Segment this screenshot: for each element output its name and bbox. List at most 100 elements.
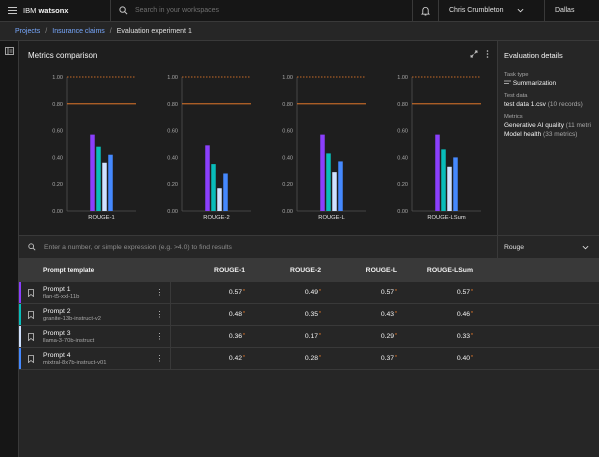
cell-rouge-2: 0.49* — [247, 289, 323, 296]
y-tick-label: 0.20 — [282, 182, 293, 188]
cell-value: 0.36 — [228, 333, 243, 340]
bar — [453, 157, 458, 211]
table-row[interactable]: Prompt 3 llama-3-70b-instruct ⋮ 0.36* 0.1… — [19, 325, 599, 348]
metric-2-count: (33 metrics) — [543, 131, 578, 138]
cell-value: 0.57 — [456, 289, 471, 296]
task-type-text: Summarization — [512, 80, 557, 87]
cell-value: 0.42 — [228, 355, 243, 362]
cell-rouge-lsum: 0.46* — [399, 311, 475, 318]
overflow-menu-icon[interactable]: ⋮ — [149, 281, 171, 304]
table-row[interactable]: Prompt 2 granite-13b-instruct-v2 ⋮ 0.48* … — [19, 303, 599, 326]
cell-rouge-l: 0.43* — [323, 311, 399, 318]
bar — [223, 173, 228, 211]
threshold-marker: * — [395, 289, 397, 295]
cell-value: 0.29 — [380, 333, 395, 340]
column-header-rouge-2[interactable]: ROUGE-2 — [290, 266, 321, 274]
results-filter-input[interactable]: Enter a number, or simple expression (e.… — [19, 235, 497, 258]
bar — [326, 153, 331, 211]
cell-rouge-lsum: 0.33* — [399, 333, 475, 340]
column-header-rouge-lsum[interactable]: ROUGE-LSum — [426, 266, 473, 274]
cell-rouge-l: 0.29* — [323, 333, 399, 340]
cell-value: 0.43 — [380, 311, 395, 318]
metric-genai: Generative AI quality (11 metri — [504, 122, 599, 129]
overflow-menu-icon[interactable]: ⋮ — [149, 303, 171, 326]
hamburger-icon[interactable] — [8, 7, 17, 14]
y-tick-label: 1.00 — [282, 75, 293, 81]
breadcrumb-insurance-claims[interactable]: Insurance claims — [52, 27, 105, 35]
x-tick-label: ROUGE-2 — [203, 215, 229, 221]
y-tick-label: 0.00 — [397, 209, 408, 215]
cell-value: 0.17 — [304, 333, 319, 340]
metrics-label: Metrics — [504, 114, 523, 120]
column-header-rouge-1[interactable]: ROUGE-1 — [214, 266, 245, 274]
bookmark-icon[interactable] — [28, 310, 34, 319]
global-search[interactable]: Search in your workspaces — [110, 0, 412, 22]
threshold-marker: * — [243, 311, 245, 317]
table-row[interactable]: Prompt 4 mixtral-8x7b-instruct-v01 ⋮ 0.42… — [19, 347, 599, 370]
region-switcher[interactable]: Dallas — [544, 0, 599, 22]
threshold-marker: * — [471, 289, 473, 295]
prompt-name: Prompt 2 — [43, 307, 71, 315]
table-row[interactable]: Prompt 1 flan-t5-xxl-11b ⋮ 0.57* 0.49* 0.… — [19, 281, 599, 304]
y-tick-label: 0.20 — [52, 182, 63, 188]
y-tick-label: 0.80 — [282, 102, 293, 108]
cell-rouge-lsum: 0.57* — [399, 289, 475, 296]
threshold-marker: * — [243, 355, 245, 361]
cell-rouge-lsum: 0.40* — [399, 355, 475, 362]
y-tick-label: 0.20 — [397, 182, 408, 188]
maximize-icon[interactable] — [470, 50, 478, 58]
y-tick-label: 0.40 — [397, 155, 408, 161]
chevron-down-icon — [582, 245, 589, 249]
cell-rouge-1: 0.36* — [171, 333, 247, 340]
y-tick-label: 0.40 — [282, 155, 293, 161]
brand[interactable]: IBM watsonx — [0, 6, 110, 15]
cell-rouge-2: 0.28* — [247, 355, 323, 362]
region-name: Dallas — [555, 7, 575, 14]
threshold-marker: * — [319, 311, 321, 317]
threshold-marker: * — [243, 333, 245, 339]
cell-value: 0.37 — [380, 355, 395, 362]
account-switcher[interactable]: Chris Crumbleton — [438, 0, 544, 22]
details-title: Evaluation details — [504, 51, 563, 60]
prompt-name: Prompt 3 — [43, 329, 71, 337]
bookmark-icon[interactable] — [28, 354, 34, 363]
row-color-marker — [19, 326, 21, 347]
bar — [90, 134, 95, 211]
cell-value: 0.40 — [456, 355, 471, 362]
y-tick-label: 0.00 — [52, 209, 63, 215]
notifications-button[interactable] — [412, 0, 438, 22]
cell-value: 0.49 — [304, 289, 319, 296]
y-tick-label: 0.60 — [397, 129, 408, 135]
y-tick-label: 0.40 — [167, 155, 178, 161]
sidebar-toggle-icon[interactable] — [5, 47, 14, 55]
cell-value: 0.46 — [456, 311, 471, 318]
breadcrumb-projects[interactable]: Projects — [15, 27, 41, 35]
threshold-marker: * — [395, 355, 397, 361]
threshold-marker: * — [319, 289, 321, 295]
x-tick-label: ROUGE-1 — [88, 215, 114, 221]
prompt-model: mixtral-8x7b-instruct-v01 — [43, 359, 107, 366]
bookmark-icon[interactable] — [28, 332, 34, 341]
overflow-menu-icon[interactable]: ⋮ — [149, 347, 171, 370]
overflow-menu-icon[interactable]: ⋮ — [149, 325, 171, 348]
y-tick-label: 0.20 — [167, 182, 178, 188]
bookmark-icon[interactable] — [28, 288, 34, 297]
y-tick-label: 0.80 — [397, 102, 408, 108]
metric-group-dropdown[interactable]: Rouge — [497, 235, 599, 258]
panel-title: Metrics comparison — [28, 51, 98, 60]
y-tick-label: 0.80 — [52, 102, 63, 108]
y-tick-label: 0.60 — [282, 129, 293, 135]
cell-value: 0.48 — [228, 311, 243, 318]
search-icon — [119, 6, 128, 15]
bar — [205, 145, 210, 211]
cell-rouge-l: 0.57* — [323, 289, 399, 296]
prompt-name: Prompt 4 — [43, 351, 71, 359]
brand-prefix: IBM — [23, 6, 37, 15]
column-header-rouge-l[interactable]: ROUGE-L — [365, 266, 397, 274]
overflow-menu-icon[interactable] — [486, 50, 489, 58]
bar — [96, 146, 101, 211]
metric-1-name: Generative AI quality — [504, 122, 564, 129]
bar — [338, 161, 343, 211]
column-header-prompt-template[interactable]: Prompt template — [43, 266, 95, 274]
row-color-marker — [19, 304, 21, 325]
